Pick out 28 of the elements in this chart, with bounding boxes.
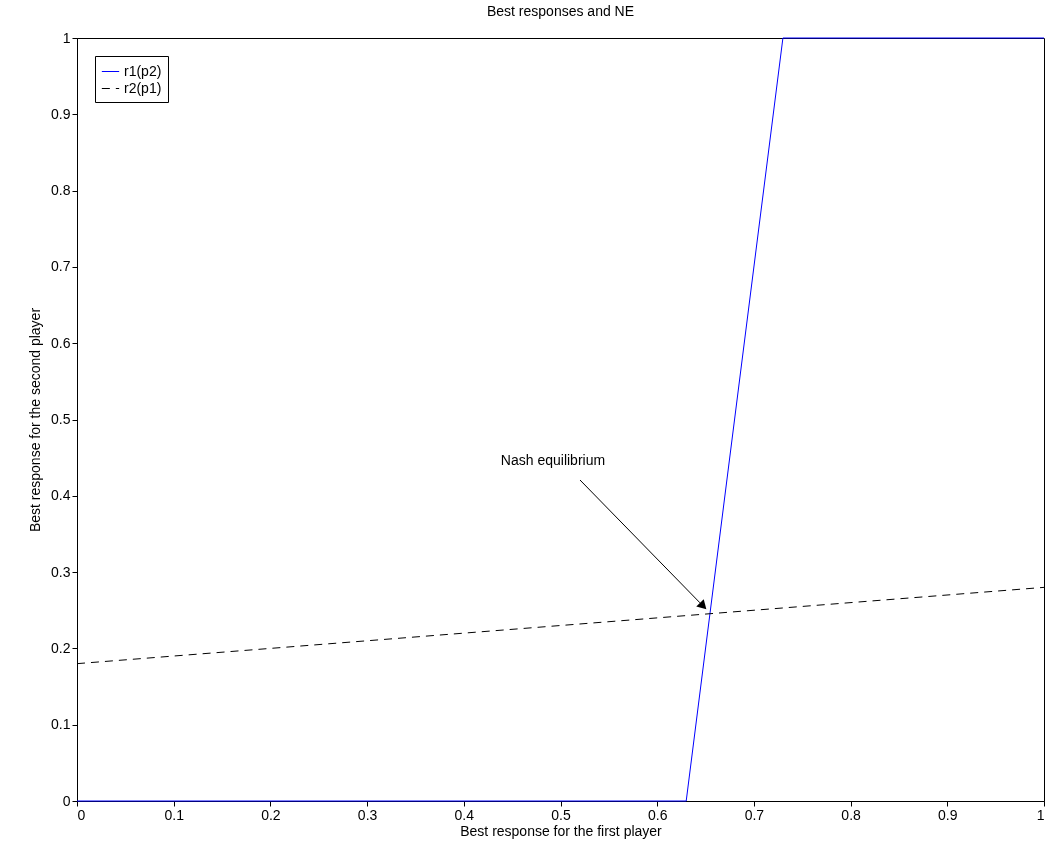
- y-tick-label: 0.5: [51, 411, 71, 427]
- y-tick-label: 0.1: [51, 716, 71, 733]
- x-tick-label: 0.7: [744, 806, 765, 823]
- x-axis-title: Best response for the first player: [460, 822, 663, 839]
- x-tick-label: 0.9: [938, 806, 958, 823]
- y-tick-label: 0: [62, 792, 71, 809]
- y-tick-label: 0.7: [51, 258, 71, 275]
- annotation: Nash equilibrium: [500, 452, 606, 468]
- x-tick-label: 0: [77, 806, 86, 823]
- x-tick-label: 0.3: [357, 806, 378, 823]
- y-tick-label: 1: [62, 29, 71, 46]
- x-tick-label: 0.8: [841, 806, 862, 823]
- x-tick-label: 0.1: [164, 806, 185, 823]
- y-tick-label: 0.9: [51, 105, 71, 122]
- y-tick-label: 0.6: [51, 334, 71, 351]
- x-tick-label: 1: [1036, 806, 1045, 823]
- x-tick-label: 0.4: [454, 806, 475, 823]
- y-tick-label: 0.4: [51, 487, 71, 504]
- y-tick-label: 0.3: [51, 563, 71, 580]
- x-tick-label: 0.2: [261, 806, 281, 823]
- legend-label: r1(p2): [124, 62, 162, 79]
- legend-label: r2(p1): [124, 79, 162, 96]
- x-tick-label: 0.6: [647, 806, 668, 823]
- chart-title: Best responses and NE: [486, 3, 635, 19]
- x-tick-label: 0.5: [551, 806, 571, 823]
- y-tick-label: 0.2: [51, 639, 71, 656]
- y-tick-label: 0.8: [51, 182, 71, 199]
- y-axis-title: Best response for the second player: [27, 307, 44, 533]
